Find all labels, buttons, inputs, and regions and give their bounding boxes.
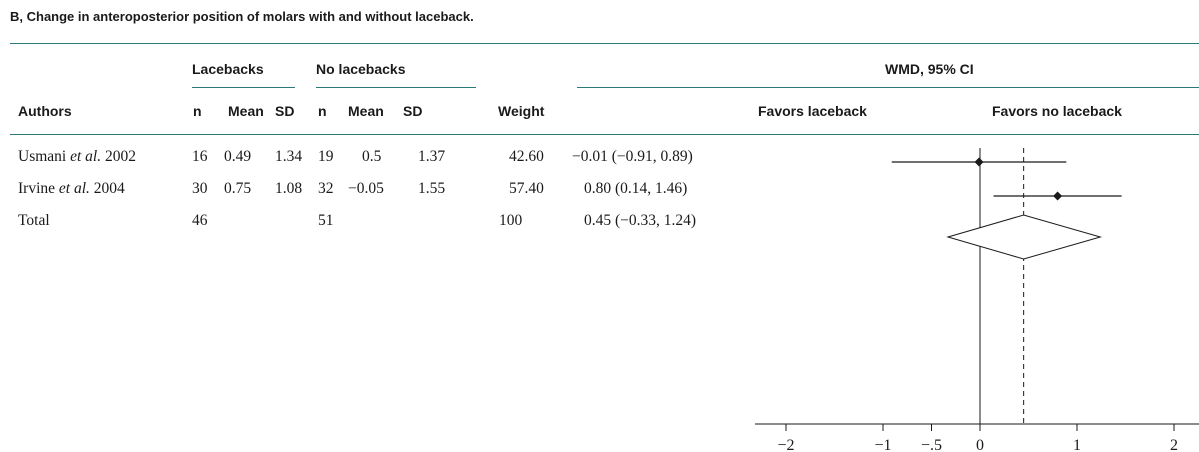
x-tick-label: 2 [1170, 437, 1178, 452]
table-row-n1: 46 [192, 212, 208, 229]
lacebacks-subrule [192, 87, 295, 88]
table-row-sd2: 1.37 [418, 148, 446, 165]
col-n-nolacebacks: n [318, 103, 327, 119]
lacebacks-group-header: Lacebacks [192, 61, 264, 77]
study-point [974, 157, 984, 167]
table-row-ci: 0.80 (0.14, 1.46) [584, 180, 688, 197]
wmd-subrule [577, 87, 1199, 88]
table-row-author: Irvine et al. 2004 [18, 180, 125, 197]
col-weight: Weight [498, 103, 545, 119]
table-row-sd1: 1.34 [275, 148, 303, 165]
table-row-n2: 51 [318, 212, 334, 229]
col-sd-nolacebacks: SD [403, 103, 423, 119]
x-tick-label: −1 [874, 437, 891, 452]
top-rule [10, 43, 1199, 44]
table-row-weight: 57.40 [509, 180, 544, 197]
x-tick-label: 0 [976, 437, 984, 452]
table-row-ci: 0.45 (−0.33, 1.24) [584, 212, 697, 229]
no-lacebacks-group-header: No lacebacks [316, 61, 406, 77]
table-row-weight: 42.60 [509, 148, 544, 165]
wmd-group-header: WMD, 95% CI [885, 61, 974, 77]
col-favors-no-laceback: Favors no laceback [992, 103, 1122, 119]
table-row-sd1: 1.08 [275, 180, 303, 197]
table-row-n2: 19 [318, 148, 334, 165]
table-row-n2: 32 [318, 180, 334, 197]
col-mean-nolacebacks: Mean [348, 103, 384, 119]
col-authors: Authors [18, 103, 72, 119]
header-rule [10, 134, 1199, 135]
figure-title: B, Change in anteroposterior position of… [10, 9, 474, 24]
x-tick-label: −.5 [921, 437, 942, 452]
study-point [1053, 191, 1063, 201]
table-row-ci: −0.01 (−0.91, 0.89) [572, 148, 693, 165]
table-row-author: Total [18, 212, 50, 229]
table-row-mean1: 0.49 [224, 148, 252, 165]
col-sd-lacebacks: SD [275, 103, 295, 119]
no-lacebacks-subrule [316, 87, 476, 88]
table-row-mean1: 0.75 [224, 180, 252, 197]
col-n-lacebacks: n [193, 103, 202, 119]
table-row-n1: 16 [192, 148, 208, 165]
table-row-weight: 100 [499, 212, 523, 229]
table-row-n1: 30 [192, 180, 208, 197]
table-row-mean2: −0.05 [348, 180, 384, 197]
table-row-mean2: 0.5 [362, 148, 382, 165]
table-row-sd2: 1.55 [418, 180, 446, 197]
col-mean-lacebacks: Mean [228, 103, 264, 119]
pooled-diamond [946, 214, 1103, 260]
col-favors-laceback: Favors laceback [758, 103, 867, 119]
x-tick-label: −2 [777, 437, 794, 452]
x-tick-label: 1 [1073, 437, 1081, 452]
table-row-author: Usmani et al. 2002 [18, 148, 136, 165]
